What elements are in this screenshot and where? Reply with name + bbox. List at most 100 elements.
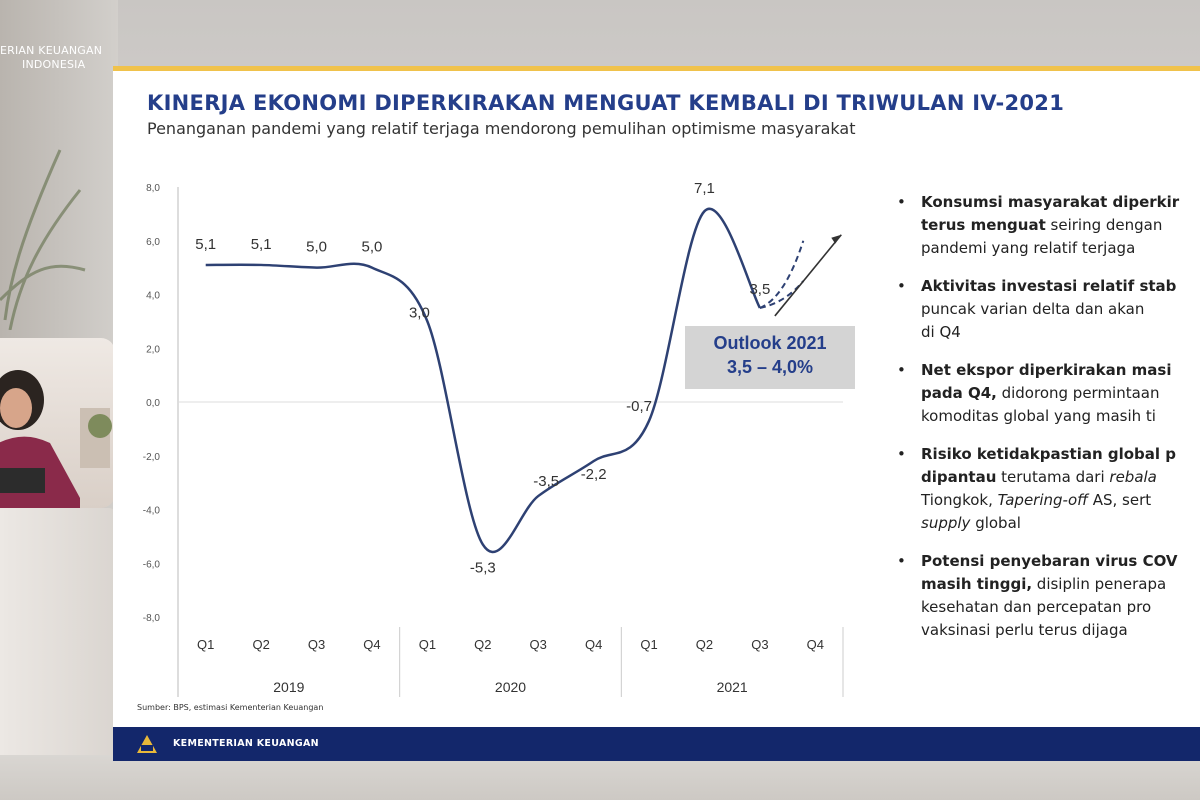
bullet-line: vaksinasi perlu terus dijaga (921, 619, 1200, 642)
value-label: 5,0 (306, 239, 327, 256)
bullet-text: dipantau (921, 468, 997, 486)
bullet-text: kesehatan dan percepatan pro (921, 598, 1152, 616)
y-tick-label: -6,0 (143, 559, 161, 570)
ministry-logo-icon (137, 735, 157, 753)
room-floor (0, 755, 1200, 800)
footer-label: KEMENTERIAN KEUANGAN (173, 738, 319, 749)
y-tick-label: 0,0 (146, 398, 160, 409)
outlook-range: 3,5 – 4,0% (726, 357, 814, 377)
x-category-label: Q3 (751, 637, 768, 652)
value-label: 5,1 (195, 236, 216, 253)
bullet-item: • Aktivitas investasi relatif stab puncak … (893, 275, 1200, 344)
x-category-label: Q1 (419, 637, 436, 652)
bullet-line: masih tinggi, disiplin penerapa (921, 573, 1200, 596)
bullet-line: komoditas global yang masih ti (921, 405, 1200, 428)
value-label: 5,0 (362, 239, 383, 256)
overlay-org-line1: ERIAN KEUANGAN (0, 44, 103, 57)
presenter-video (0, 338, 115, 508)
value-label: -0,7 (626, 398, 652, 415)
x-category-label: Q3 (530, 637, 547, 652)
source-note: Sumber: BPS, estimasi Kementerian Keuang… (137, 703, 324, 712)
bullet-text: komoditas global yang masih ti (921, 407, 1156, 425)
bullet-dot-icon: • (897, 445, 906, 463)
bullet-text: disiplin penerapa (1032, 575, 1167, 593)
bullet-list: • Konsumsi masyarakat diperkir terus mengu… (893, 191, 1200, 657)
x-year-label: 2021 (717, 679, 748, 695)
bullet-dot-icon: • (897, 361, 906, 379)
podium (0, 508, 115, 758)
bullet-text: dan akan (1070, 300, 1145, 318)
bullet-line: dipantau terutama dari rebala (921, 466, 1200, 489)
bullet-text: didorong permintaan (996, 384, 1160, 402)
slide-subtitle: Penanganan pandemi yang relatif terjaga … (147, 119, 856, 138)
bullet-text: Risiko ketidakpastian global p (921, 445, 1177, 463)
broadcast-org-overlay: ERIAN KEUANGAN INDONESIA (0, 44, 102, 72)
bullet-dot-icon: • (897, 277, 906, 295)
bullet-text: seiring dengan (1045, 216, 1163, 234)
plant-decoration (0, 149, 86, 330)
bullet-line: pada Q4, didorong permintaan (921, 382, 1200, 405)
bullet-text: Potensi penyebaran virus COV (921, 552, 1178, 570)
outlook-box: Outlook 2021 3,5 – 4,0% (685, 326, 855, 389)
bullet-line: Potensi penyebaran virus COV (921, 550, 1200, 573)
bullet-text: Konsumsi masyarakat diperkir (921, 193, 1180, 211)
y-tick-label: 6,0 (146, 237, 160, 248)
x-category-label: Q3 (308, 637, 325, 652)
bullet-line: Aktivitas investasi relatif stab (921, 275, 1200, 298)
projection-lower (759, 280, 805, 309)
value-label: 5,1 (251, 236, 272, 253)
bullet-line: pandemi yang relatif terjaga (921, 237, 1200, 260)
chart-series (205, 207, 842, 554)
bullet-line: Konsumsi masyarakat diperkir (921, 191, 1200, 214)
projection-upper (759, 240, 805, 309)
value-label: -5,3 (470, 559, 496, 576)
bullet-text: supply (921, 514, 971, 532)
chart-axis (177, 187, 844, 697)
y-tick-label: 4,0 (146, 291, 160, 302)
bullet-item: • Risiko ketidakpastian global p dipantau … (893, 443, 1200, 535)
y-tick-label: 8,0 (146, 183, 160, 194)
x-category-label: Q2 (696, 637, 713, 652)
bullet-dot-icon: • (897, 193, 906, 211)
bullet-text: global (970, 514, 1021, 532)
bullet-text: Tapering-off (997, 491, 1088, 509)
bullet-text: Aktivitas investasi relatif stab (921, 277, 1177, 295)
value-label: -2,2 (581, 466, 607, 483)
trend-arrow (774, 234, 842, 317)
bullet-text: puncak varian delta (921, 300, 1071, 318)
bullet-item: • Konsumsi masyarakat diperkir terus mengu… (893, 191, 1200, 260)
bullet-item: • Potensi penyebaran virus COV masih tingg… (893, 550, 1200, 642)
bullet-line: puncak varian delta dan akan (921, 298, 1200, 321)
value-label: 3,0 (409, 304, 430, 321)
bullet-text: Tiongkok, (921, 491, 998, 509)
presentation-slide: KINERJA EKONOMI DIPERKIRAKAN MENGUAT KEM… (113, 66, 1200, 761)
chart-x-categories: Q1 Q2 Q3 Q4 Q1 Q2 Q3 Q4 Q1 Q2 Q3 Q4 2019 2020 2021 (197, 637, 824, 695)
bullet-text: terus menguat (921, 216, 1046, 234)
bullet-text: pandemi yang relatif terjaga (921, 239, 1136, 257)
bullet-line: Net ekspor diperkirakan masi (921, 359, 1200, 382)
x-year-label: 2019 (273, 679, 304, 695)
series-line (205, 207, 761, 554)
chart-value-labels: 5,1 5,1 5,0 5,0 3,0 -5,3 -3,5 -2,2 -0,7 7,1 3,5 (195, 180, 770, 576)
bullet-line: terus menguat seiring dengan (921, 214, 1200, 237)
bullet-text: vaksinasi perlu terus dijaga (921, 621, 1128, 639)
bullet-text: masih tinggi, (921, 575, 1033, 593)
bullet-line: Risiko ketidakpastian global p (921, 443, 1200, 466)
bullet-line: Tiongkok, Tapering-off AS, sert (921, 489, 1200, 512)
value-label: -3,5 (533, 473, 559, 490)
x-year-label: 2020 (495, 679, 526, 695)
x-category-label: Q4 (807, 637, 824, 652)
bullet-text: di Q4 (921, 323, 961, 341)
x-category-label: Q4 (363, 637, 380, 652)
y-tick-label: -4,0 (143, 506, 161, 517)
overlay-org-line2: INDONESIA (22, 58, 86, 71)
bullet-text: pada Q4, (921, 384, 997, 402)
bullet-dot-icon: • (897, 552, 906, 570)
value-label: 7,1 (694, 180, 715, 197)
x-category-label: Q2 (474, 637, 491, 652)
y-tick-label: 2,0 (146, 344, 160, 355)
bullet-line: kesehatan dan percepatan pro (921, 596, 1200, 619)
bullet-text: Net ekspor diperkirakan masi (921, 361, 1172, 379)
trend-arrow-head-icon (831, 234, 842, 244)
bullet-line: di Q4 (921, 321, 1200, 344)
